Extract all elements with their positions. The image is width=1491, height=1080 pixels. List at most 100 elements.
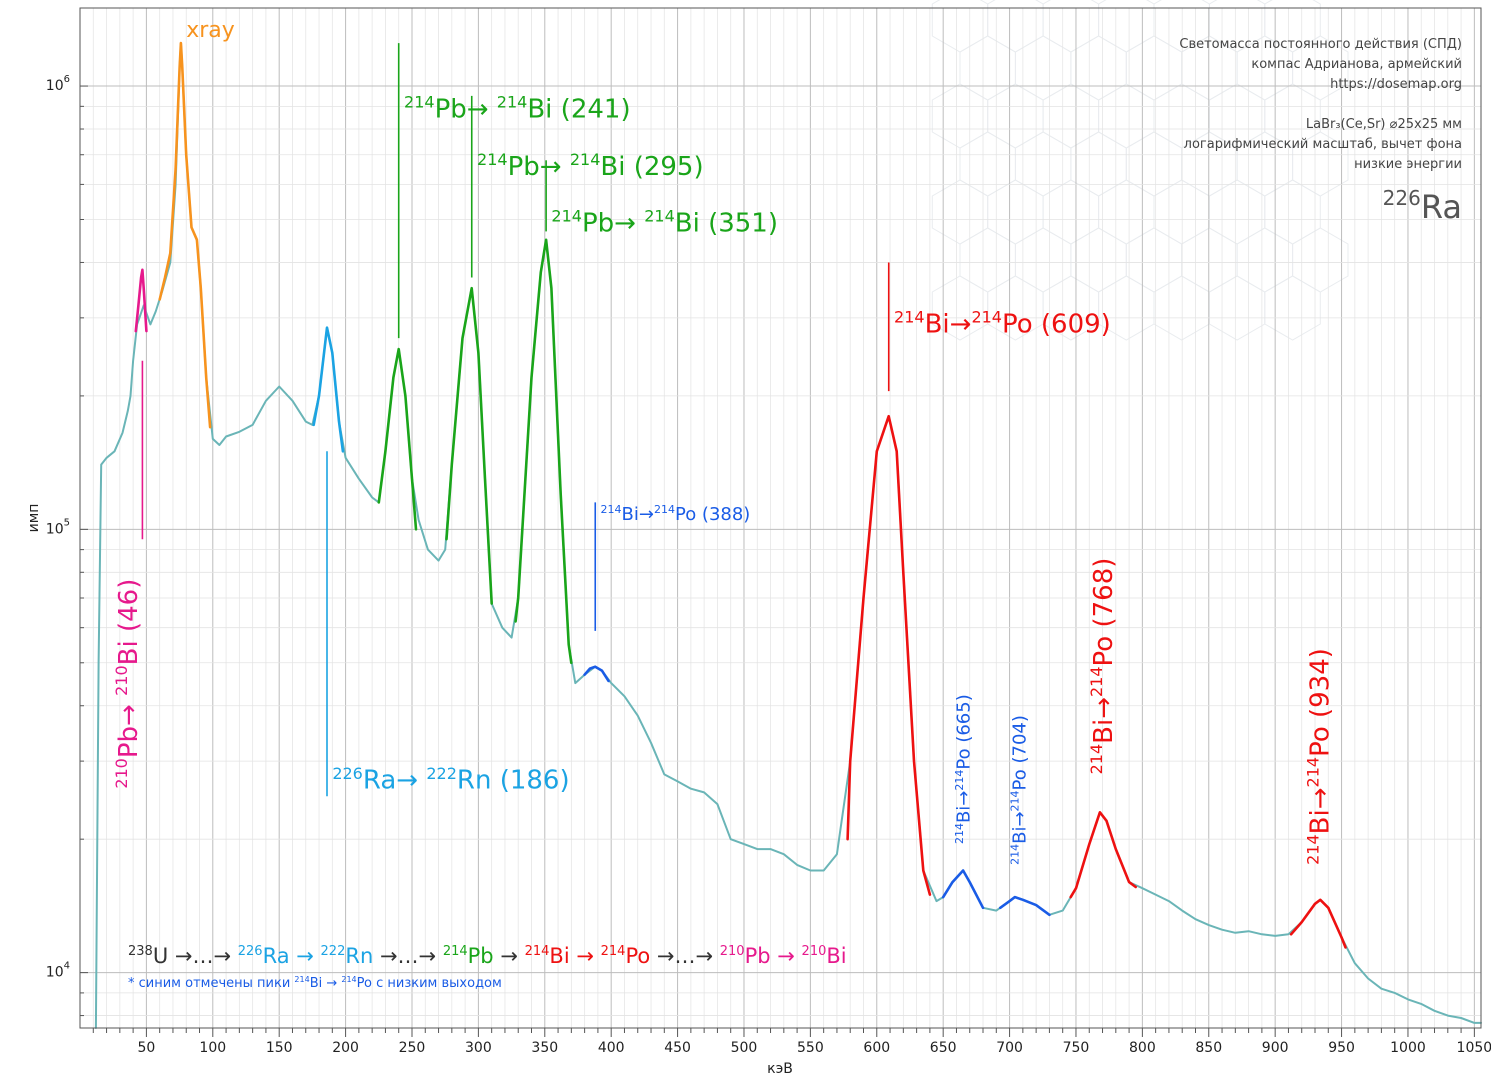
info-block: Светомасса постоянного действия (СПД) ком… bbox=[1179, 37, 1462, 172]
info-line: LaBr₃(Ce,Sr) ⌀25x25 мм bbox=[1306, 117, 1462, 132]
text-part: U →…→ bbox=[153, 944, 238, 968]
y-tick-label: 106 bbox=[46, 74, 70, 94]
spectrum-line-bi214_low bbox=[583, 665, 610, 683]
x-axis-label: кэВ bbox=[767, 1061, 793, 1077]
info-line: компас Адрианова, армейский bbox=[1251, 57, 1462, 72]
text-part: Po (934) bbox=[1305, 648, 1335, 757]
text-part: Po (665) bbox=[954, 694, 975, 769]
text-part: Bi (351) bbox=[675, 208, 778, 238]
y-axis-label: имп bbox=[26, 504, 42, 533]
spectrum-line-bi214_low bbox=[941, 869, 985, 910]
superscript: 214 bbox=[1303, 757, 1322, 788]
text-part: Rn bbox=[345, 944, 380, 968]
text-part: Bi→ bbox=[925, 310, 972, 340]
x-tick-label: 650 bbox=[930, 1040, 957, 1056]
info-line: Светомасса постоянного действия (СПД) bbox=[1179, 37, 1462, 52]
superscript: 214 bbox=[601, 944, 626, 959]
text-part: Pb→ bbox=[114, 696, 144, 758]
text-part: Bi (295) bbox=[600, 152, 703, 182]
superscript: 226 bbox=[332, 764, 363, 783]
x-tick-label: 350 bbox=[531, 1040, 558, 1056]
peak-label: 210Pb→ 210Bi (46) bbox=[112, 579, 144, 789]
x-tick-label: 700 bbox=[996, 1040, 1023, 1056]
x-tick-label: 450 bbox=[664, 1040, 691, 1056]
peak-label: 214Bi→214Po (388) bbox=[601, 503, 751, 525]
text-part: →…→ bbox=[657, 944, 720, 968]
x-tick-label: 500 bbox=[731, 1040, 758, 1056]
spectrum-line-pb214 bbox=[445, 286, 493, 605]
decay-chain: 238U →…→ 226Ra → 222Rn →…→ 214Pb → 214Bi… bbox=[128, 944, 847, 968]
superscript: 214 bbox=[551, 207, 582, 226]
spectrum-line-pb210 bbox=[134, 268, 148, 333]
text-part: Pb→ bbox=[508, 152, 570, 182]
superscript: 238 bbox=[128, 944, 153, 959]
text-part: Po (609) bbox=[1002, 310, 1111, 340]
x-tick-label: 50 bbox=[137, 1040, 155, 1056]
info-line: логарифмический масштаб, вычет фона bbox=[1184, 137, 1462, 152]
text-part: Bi→ bbox=[1010, 811, 1031, 843]
peak-label: 214Pb→ 214Bi (295) bbox=[477, 150, 704, 182]
superscript: 214 bbox=[1087, 666, 1106, 697]
text-part: xray bbox=[186, 18, 235, 43]
x-tick-label: 550 bbox=[797, 1040, 824, 1056]
text-part: Bi → bbox=[549, 944, 600, 968]
x-tick-label: 250 bbox=[399, 1040, 426, 1056]
superscript: 214 bbox=[971, 308, 1002, 327]
text-part: Pb→ bbox=[435, 94, 497, 124]
superscript: 214 bbox=[477, 150, 508, 169]
x-tick-label: 850 bbox=[1195, 1040, 1222, 1056]
hexagon-cell bbox=[1264, 275, 1321, 341]
superscript: 214 bbox=[601, 503, 622, 516]
superscript: 214 bbox=[570, 150, 601, 169]
x-tick-label: 600 bbox=[863, 1040, 890, 1056]
y-tick-exponent: 4 bbox=[64, 961, 70, 972]
grid-lines bbox=[80, 8, 1481, 1028]
superscript: 214 bbox=[404, 92, 435, 111]
superscript: 214 bbox=[497, 92, 528, 111]
text-part: * синим отмечены пики bbox=[128, 976, 294, 991]
peak-label: 214Bi→214Po (665) bbox=[953, 694, 975, 844]
x-tick-label: 1000 bbox=[1390, 1040, 1426, 1056]
x-axis-ticks: 50 100 150 200 250 300 350 400 450 500 550 600 650 70… bbox=[92, 1028, 1491, 1056]
superscript: 214 bbox=[525, 944, 550, 959]
superscript: 210 bbox=[802, 944, 827, 959]
x-tick-label: 200 bbox=[332, 1040, 359, 1056]
text-part: Bi (46) bbox=[114, 579, 144, 666]
spectrum-series bbox=[94, 41, 1482, 1029]
peak-label: 214Pb→ 214Bi (351) bbox=[551, 207, 778, 239]
peak-label: xray bbox=[186, 18, 235, 43]
superscript: 214 bbox=[953, 823, 966, 844]
x-tick-label: 900 bbox=[1262, 1040, 1289, 1056]
text-part: Bi → bbox=[310, 976, 342, 991]
superscript: 214 bbox=[953, 770, 966, 791]
y-tick-base: 10 bbox=[46, 965, 64, 981]
spectrum-line-xray bbox=[158, 41, 212, 429]
text-part: Ra → bbox=[263, 944, 321, 968]
x-tick-label: 100 bbox=[199, 1040, 226, 1056]
superscript: 214 bbox=[1087, 744, 1106, 775]
y-tick-base: 10 bbox=[46, 78, 64, 94]
superscript: 222 bbox=[426, 764, 457, 783]
text-part: Pb→ bbox=[582, 208, 644, 238]
superscript: 210 bbox=[112, 665, 131, 696]
peak-label: 214Bi→214Po (934) bbox=[1303, 648, 1335, 865]
info-line: низкие энергии bbox=[1354, 157, 1462, 172]
y-tick-exponent: 5 bbox=[64, 517, 70, 528]
text-part: Po с низким выходом bbox=[357, 976, 502, 991]
superscript: 214 bbox=[443, 944, 468, 959]
superscript: 214 bbox=[1009, 790, 1022, 811]
spectrum-line-pb214 bbox=[514, 238, 573, 665]
text-part: Po bbox=[625, 944, 656, 968]
isotope-mass: 226 bbox=[1383, 186, 1421, 210]
spectrum-line-bi214 bbox=[1069, 811, 1137, 899]
x-tick-label: 150 bbox=[266, 1040, 293, 1056]
superscript: 226 bbox=[238, 944, 263, 959]
text-part: Po (388) bbox=[675, 504, 750, 525]
text-part: Bi→ bbox=[954, 791, 975, 823]
x-tick-label: 800 bbox=[1129, 1040, 1156, 1056]
text-part: Bi→ bbox=[1089, 697, 1119, 744]
text-part: Pb → bbox=[745, 944, 802, 968]
superscript: 214 bbox=[294, 975, 309, 984]
